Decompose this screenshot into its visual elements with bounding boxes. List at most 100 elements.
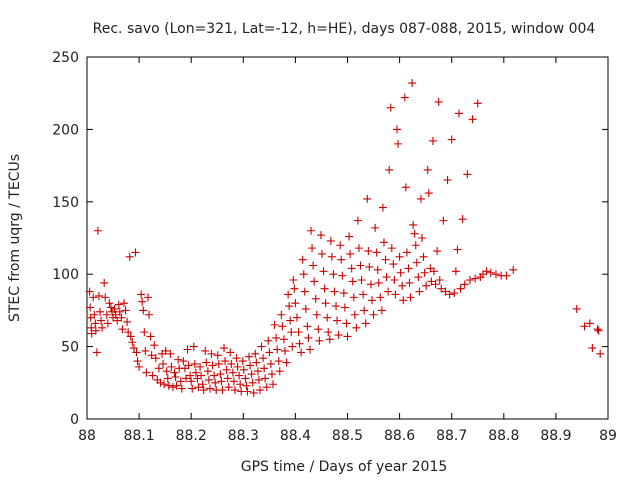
data-point [233, 362, 242, 371]
data-point [138, 297, 147, 306]
data-point [428, 136, 437, 145]
data-point [364, 247, 373, 256]
data-point [379, 238, 388, 247]
data-point [135, 362, 144, 371]
data-point [129, 344, 138, 353]
data-point [360, 306, 369, 315]
data-point [125, 252, 134, 261]
data-point [126, 332, 135, 341]
data-point [265, 348, 274, 357]
data-point [272, 333, 281, 342]
data-point [424, 189, 433, 198]
x-tick-labels: 88 88.1 88.2 88.3 88.4 88.5 88.6 88.7 88.8 88.9 89 [78, 428, 617, 444]
data-point [396, 268, 405, 277]
y-tick-label: 100 [52, 267, 79, 283]
data-point [297, 348, 306, 357]
data-point [382, 273, 391, 282]
data-point [325, 335, 334, 344]
y-axis-label: STEC from uqrg / TECUs [7, 154, 23, 322]
data-point [354, 244, 363, 253]
data-point [596, 349, 605, 358]
data-point [314, 325, 323, 334]
data-point [131, 248, 140, 257]
data-points [85, 79, 605, 397]
axis-ticks [86, 56, 609, 420]
data-point [277, 310, 286, 319]
data-point [94, 291, 103, 300]
data-point [222, 365, 231, 374]
y-tick-label: 0 [70, 412, 79, 428]
data-point [299, 270, 308, 279]
data-point [423, 165, 432, 174]
data-point [113, 316, 122, 325]
data-point [287, 328, 296, 337]
data-point [378, 203, 387, 212]
data-point [266, 359, 275, 368]
data-point [226, 348, 235, 357]
data-point [441, 287, 450, 296]
data-point [141, 346, 150, 355]
data-point [394, 139, 403, 148]
data-point [572, 304, 581, 313]
data-point [163, 374, 172, 383]
data-point [282, 358, 291, 367]
data-point [420, 268, 429, 277]
data-point [154, 364, 163, 373]
data-point [184, 361, 193, 370]
data-point [353, 216, 362, 225]
data-point [294, 328, 303, 337]
data-point [93, 226, 102, 235]
data-point [454, 109, 463, 118]
data-point [90, 310, 99, 319]
data-point [400, 93, 409, 102]
data-point [213, 351, 222, 360]
data-point [241, 374, 250, 383]
data-point [191, 368, 200, 377]
data-point [204, 375, 213, 384]
data-point [298, 255, 307, 264]
data-point [376, 293, 385, 302]
data-point [329, 270, 338, 279]
data-point [232, 354, 241, 363]
data-point [367, 296, 376, 305]
x-tick-label: 88.4 [280, 428, 311, 444]
data-point [453, 245, 462, 254]
data-point [427, 277, 436, 286]
x-tick-label: 88.5 [332, 428, 363, 444]
data-point [201, 346, 210, 355]
data-point [371, 223, 380, 232]
data-point [372, 248, 381, 257]
data-point [381, 255, 390, 264]
data-point [103, 319, 112, 328]
data-point [451, 267, 460, 276]
data-point [197, 371, 206, 380]
data-point [334, 331, 343, 340]
data-point [312, 310, 321, 319]
data-point [320, 284, 329, 293]
data-point [164, 381, 173, 390]
data-point [289, 275, 298, 284]
data-point [110, 304, 119, 313]
data-point [188, 384, 197, 393]
data-point [220, 344, 229, 353]
data-point [339, 289, 348, 298]
data-point [189, 342, 198, 351]
data-point [350, 310, 359, 319]
data-point [156, 378, 165, 387]
data-point [246, 361, 255, 370]
data-point [458, 215, 467, 224]
data-point [239, 365, 248, 374]
data-point [216, 370, 225, 379]
data-point [257, 342, 266, 351]
data-point [308, 244, 317, 253]
data-point [278, 322, 287, 331]
data-point [100, 278, 109, 287]
data-point [309, 261, 318, 270]
data-point [236, 380, 245, 389]
data-point [435, 275, 444, 284]
data-point [252, 358, 261, 367]
data-point [460, 280, 469, 289]
data-point [86, 303, 95, 312]
data-point [398, 281, 407, 290]
y-tick-label: 50 [61, 340, 79, 356]
